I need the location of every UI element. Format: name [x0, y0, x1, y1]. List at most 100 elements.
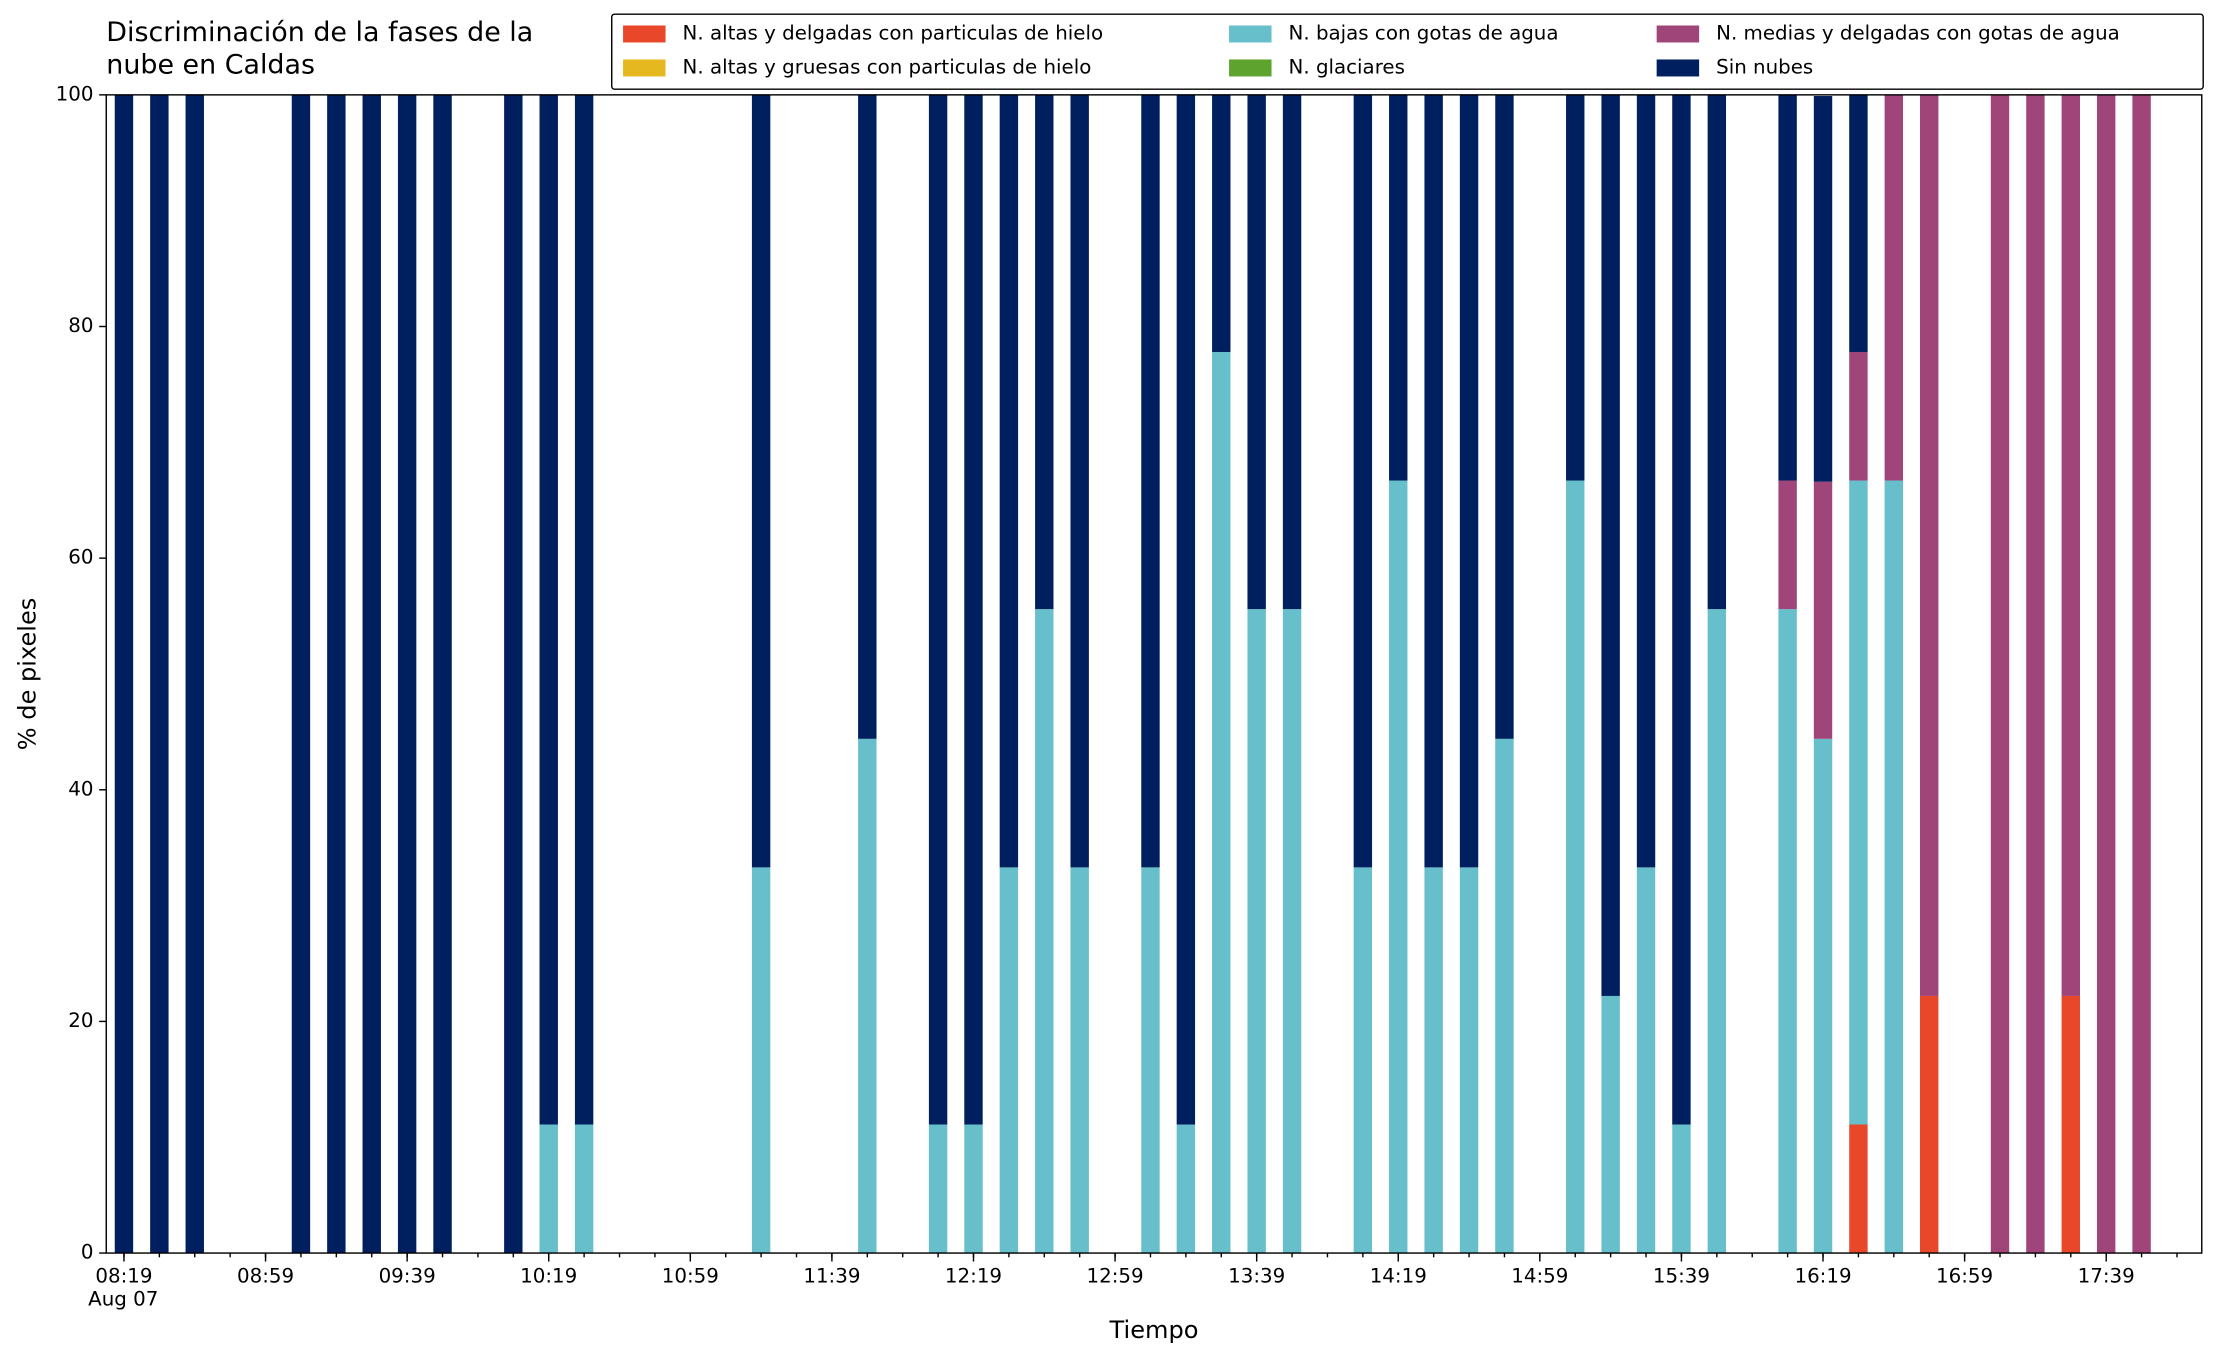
bar-segment	[999, 94, 1019, 868]
bar-segment	[362, 94, 381, 1254]
bar-segment	[1707, 94, 1727, 610]
x-date-label: Aug 07	[88, 1287, 158, 1310]
x-tick-label: 16:19	[1794, 1265, 1851, 1288]
bar-segment	[2132, 94, 2151, 1254]
bar-segment	[1884, 94, 1904, 481]
bar-segment	[1176, 1124, 1196, 1254]
plot-frame	[105, 94, 2203, 1254]
x-tick-label: 14:19	[1370, 1265, 1427, 1288]
bar-segment	[999, 867, 1019, 1254]
x-tick-label: 12:19	[945, 1265, 1002, 1288]
bar-segment	[1849, 480, 1868, 1125]
bar-segment	[858, 738, 877, 1254]
x-tick-label: 09:39	[379, 1265, 436, 1288]
bar-segment	[1424, 94, 1443, 868]
bar-segment	[150, 94, 169, 1254]
bar-segment	[1495, 738, 1514, 1254]
x-tick-label: 10:19	[520, 1265, 577, 1288]
bar-segment	[1424, 867, 1443, 1254]
legend-swatch	[1229, 25, 1272, 43]
bar-segment	[1070, 94, 1089, 868]
bar-segment	[1353, 94, 1373, 868]
x-tick-label: 08:59	[237, 1265, 294, 1288]
bar-segment	[327, 94, 346, 1254]
bar-segment	[1495, 94, 1514, 739]
bar-segment	[751, 94, 771, 868]
bar-segment	[433, 94, 452, 1254]
bar-segment	[1636, 94, 1656, 868]
legend-box	[611, 13, 2204, 90]
bar-segment	[1813, 738, 1833, 1254]
bar-segment	[1389, 94, 1408, 481]
bar-segment	[1813, 481, 1833, 739]
bar-segment	[574, 1124, 594, 1254]
bar-segment	[1035, 94, 1054, 610]
legend-label: N. bajas con gotas de agua	[1289, 21, 1559, 44]
bar-segment	[1707, 609, 1727, 1254]
bar-segment	[964, 94, 983, 1125]
bar-segment	[1601, 94, 1620, 996]
x-tick-label: 15:39	[1653, 1265, 1710, 1288]
bar-segment	[928, 94, 948, 1125]
bar-segment	[1672, 94, 1691, 1125]
bar-segment	[1282, 609, 1302, 1254]
bar-segment	[1778, 480, 1797, 610]
bar-segment	[1778, 94, 1797, 481]
bar-segment	[1141, 94, 1160, 868]
bar-segment	[964, 1124, 983, 1254]
legend-label: N. altas y gruesas con particulas de hie…	[683, 55, 1092, 78]
bar-segment	[1566, 480, 1585, 1254]
bar-segment	[1566, 94, 1585, 481]
bar-segment	[928, 1124, 948, 1254]
legend-swatch	[623, 25, 666, 43]
bar-segment	[397, 94, 417, 1254]
x-tick-label: 10:59	[662, 1265, 719, 1288]
bar-segment	[1176, 94, 1196, 1125]
bar-segment	[1849, 94, 1868, 352]
chart-title: Discriminación de la fases de la nube en…	[106, 16, 534, 81]
bar-segment	[539, 1124, 558, 1254]
bar-segment	[2096, 94, 2116, 1254]
legend-swatch	[1656, 25, 1700, 43]
x-axis-label: Tiempo	[1109, 1316, 1199, 1344]
x-tick-label: 17:39	[2078, 1265, 2135, 1288]
y-tick-label: 60	[68, 546, 93, 569]
bar-segment	[574, 94, 594, 1125]
x-tick-label: 14:59	[1511, 1265, 1568, 1288]
bar-segment	[1884, 480, 1904, 1254]
bar-segment	[1282, 94, 1302, 610]
bar-segment	[1601, 995, 1620, 1254]
bar-segment	[1141, 867, 1160, 1254]
bar-segment	[1813, 96, 1833, 482]
x-tick-label: 12:59	[1087, 1265, 1144, 1288]
bar-segment	[1070, 867, 1089, 1254]
legend-swatch	[1656, 59, 1700, 77]
bar-segment	[1247, 609, 1266, 1254]
bar-segment	[1212, 94, 1231, 352]
x-tick-label: 11:39	[803, 1265, 860, 1288]
bar-segment	[1389, 480, 1408, 1254]
y-tick-label: 40	[68, 777, 93, 800]
bar-segment	[2061, 94, 2081, 996]
bar-segment	[1920, 995, 1939, 1254]
bar-segment	[1778, 609, 1797, 1254]
bar-segment	[504, 94, 523, 1254]
bar-segment	[858, 94, 877, 739]
y-tick-label: 20	[68, 1009, 93, 1032]
y-tick-label: 100	[56, 82, 94, 105]
legend-label: Sin nubes	[1716, 55, 1813, 78]
bar-segment	[185, 94, 204, 1254]
y-tick-label: 80	[68, 314, 93, 337]
bar-segment	[1636, 867, 1656, 1254]
bar-segment	[1672, 1124, 1691, 1254]
y-tick-label: 0	[81, 1241, 94, 1264]
bar-segment	[2026, 94, 2045, 1254]
bar-segment	[751, 867, 771, 1254]
y-axis-label: % de pixeles	[13, 598, 41, 751]
bar-segment	[2061, 995, 2081, 1254]
bar-segment	[1920, 94, 1939, 996]
x-tick-label: 13:39	[1228, 1265, 1285, 1288]
legend-label: N. medias y delgadas con gotas de agua	[1716, 21, 2120, 44]
